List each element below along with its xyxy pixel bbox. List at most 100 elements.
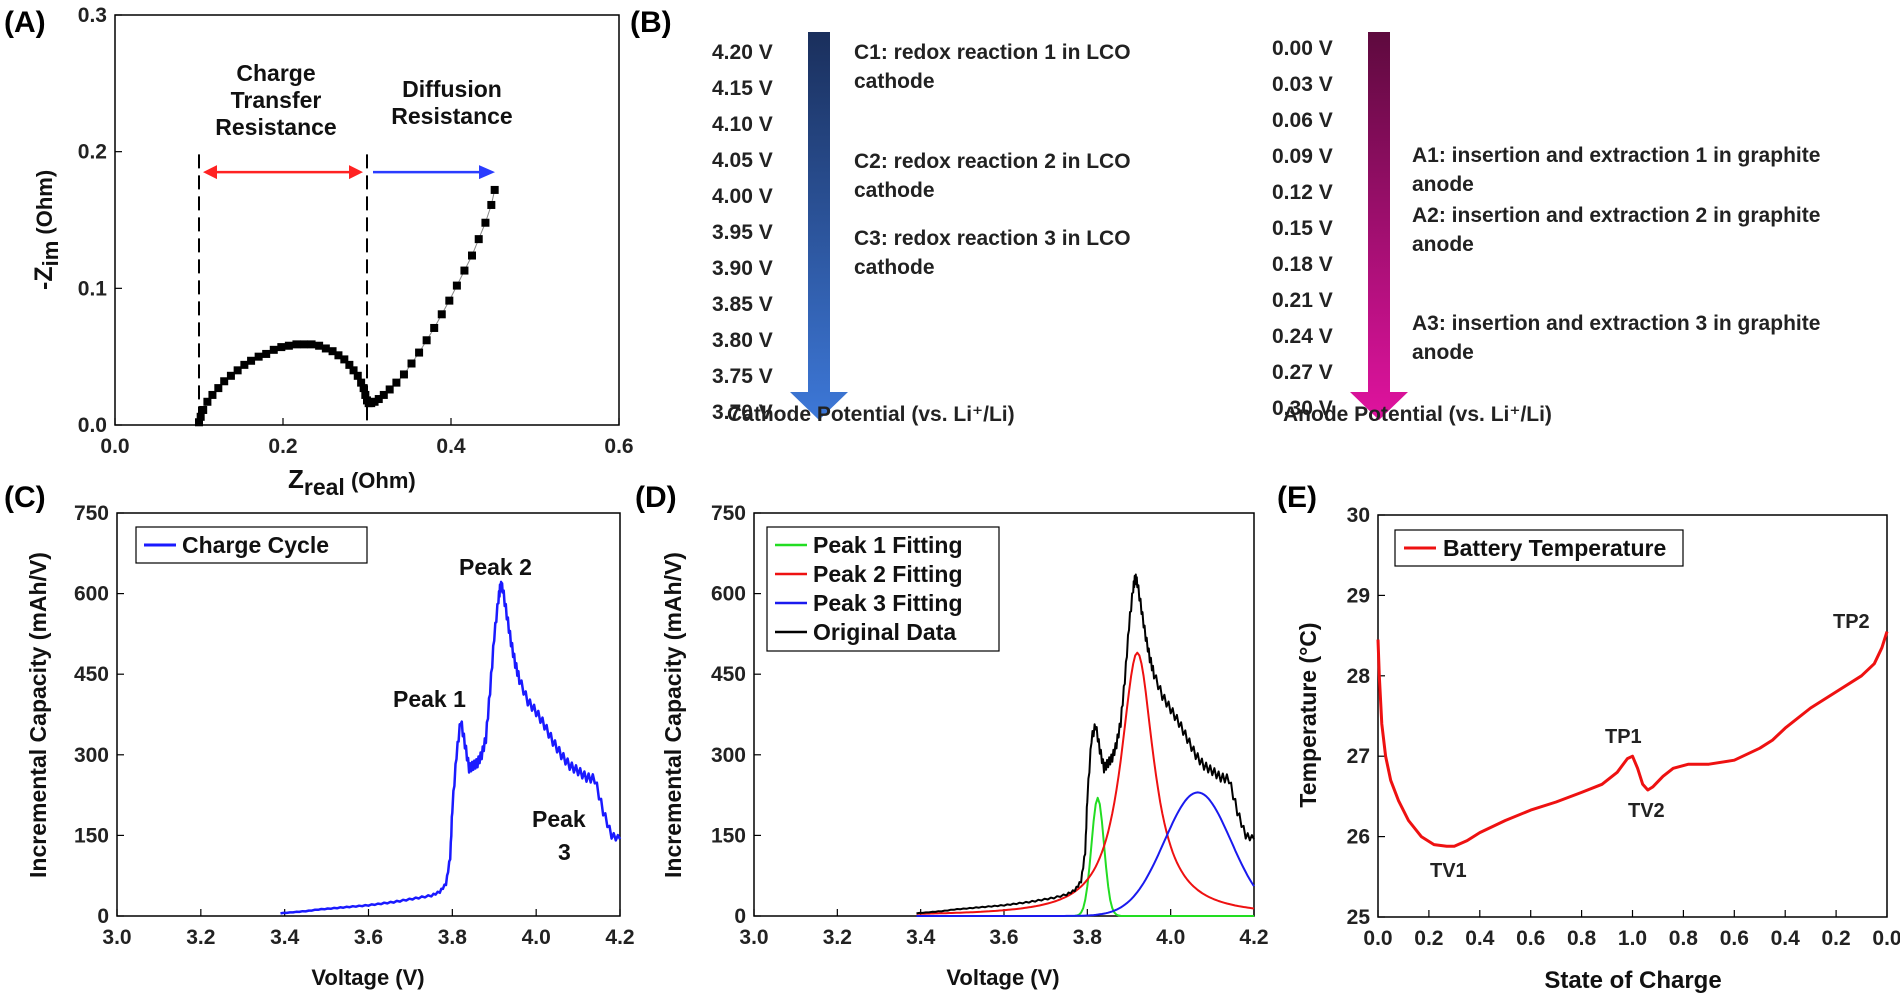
panel-a-data-point: [240, 360, 249, 369]
cathode-voltage-value: 3.85 V: [712, 293, 773, 316]
panel-e-xtick-label: 0.2: [1821, 927, 1850, 950]
panel-a-data-point: [284, 341, 293, 350]
anode-voltage-value: 0.09 V: [1272, 145, 1333, 168]
panel-a-xtick-label: 0.2: [268, 435, 297, 458]
anode-voltage-value: 0.18 V: [1272, 253, 1333, 276]
peak3-label-line1: Peak: [532, 806, 586, 832]
panel-a-data-point: [203, 397, 212, 406]
panel-e-plot-frame: [1377, 514, 1888, 918]
panel-a-data-point: [196, 412, 205, 421]
panel-d-xtick-label: 3.0: [739, 926, 768, 949]
panel-a-data-point: [345, 360, 354, 369]
panel-d-peak-fitting-chart: (D) 3.0 3.2 3.4 3.6 3.8 4.0 4.2 0 150 300 450 600 75…: [635, 481, 1269, 990]
panel-d-legend-label: Peak 1 Fitting: [813, 532, 963, 558]
panel-e-xtick-label: 0.4: [1465, 927, 1495, 950]
diffusion-arrowhead: [479, 165, 495, 180]
panel-d-axes: 3.0 3.2 3.4 3.6 3.8 4.0 4.2 0 150 300 450 600 750: [711, 502, 1269, 949]
charge-cycle-line: [280, 580, 622, 915]
panel-d-ytick-label: 600: [711, 583, 746, 606]
anode-voltage-value: 0.06 V: [1272, 109, 1333, 132]
tp1-label: TP1: [1605, 726, 1642, 748]
panel-d-xtick-label: 3.4: [906, 926, 936, 949]
panel-a-data-point: [277, 343, 286, 352]
panel-e-xtick-label: 0.0: [1872, 927, 1900, 950]
panel-c-ytick-label: 450: [74, 663, 109, 686]
panel-a-ytick-label: 0.3: [78, 4, 107, 27]
panel-a-data-point: [334, 351, 343, 360]
panel-d-series: [916, 573, 1255, 917]
panel-e-ytick-label: 28: [1347, 665, 1371, 688]
panel-d-xtick-label: 3.8: [1073, 926, 1103, 949]
anode-potential-arrow: [1350, 32, 1408, 420]
panel-a-data-point: [490, 185, 499, 194]
panel-a-data-point: [349, 366, 358, 375]
charge-transfer-arrowhead-right: [349, 165, 363, 180]
panel-e-legend: [1394, 529, 1684, 567]
panel-d-xtick-label: 3.2: [823, 926, 852, 949]
panel-e-xtick-label: 0.6: [1720, 927, 1749, 950]
panel-a-data-point: [445, 296, 454, 305]
cathode-voltage-value: 3.70 V: [712, 401, 773, 424]
panel-d-legend-label: Original Data: [813, 619, 956, 645]
panel-e-temperature-chart: (E) 0.0 0.2 0.4 0.6 0.8 1.0 0.8 0.6 0.4 0.2 0.0252…: [1277, 481, 1900, 994]
panel-d-legend-entries: Peak 1 Fitting Peak 2 Fitting Peak 3 Fitti…: [775, 532, 963, 645]
panel-a-data-point: [315, 341, 324, 350]
peak2-fitting-line: [916, 651, 1255, 915]
cathode-voltage-value: 3.75 V: [712, 365, 773, 388]
panel-c-plot-frame: [116, 512, 621, 917]
panel-d-xtick-label: 3.6: [989, 926, 1018, 949]
peak3-fitting-line: [916, 791, 1255, 917]
panel-c-series: [280, 580, 622, 915]
panel-c-ytick-label: 300: [74, 744, 109, 767]
panel-a-data-point: [262, 349, 271, 358]
panel-c-ylabel: Incremental Capacity (mAh/V): [25, 552, 51, 878]
panel-e-xtick-label: 0.6: [1516, 927, 1545, 950]
anode-voltage-value: 0.21 V: [1272, 289, 1333, 312]
cathode-potential-arrow: [790, 32, 848, 420]
panel-c-xtick-label: 3.0: [102, 926, 131, 949]
anode-note-a2-line1: A2: insertion and extraction 2 in graphi…: [1412, 204, 1820, 227]
panel-d-legend-label: Peak 3 Fitting: [813, 590, 963, 616]
anode-voltage-value: 0.30 V: [1272, 397, 1333, 420]
panel-e-ytick-label: 30: [1347, 504, 1370, 527]
panel-a-data-point: [233, 366, 242, 375]
anode-note-a3-line1: A3: insertion and extraction 3 in graphi…: [1412, 312, 1820, 335]
panel-d-ytick-label: 750: [711, 502, 746, 525]
panel-c-label: (C): [4, 481, 46, 514]
panel-e-ytick-label: 26: [1347, 826, 1370, 849]
panel-a-data-point: [415, 348, 424, 357]
peak3-label-line2: 3: [558, 839, 571, 865]
panel-c-xtick-label: 3.4: [270, 926, 300, 949]
panel-a-data-point: [379, 390, 388, 399]
panel-c-ytick-label: 750: [74, 502, 109, 525]
cathode-note-c1-line1: C1: redox reaction 1 in LCO: [854, 41, 1131, 64]
panel-e-legend-label: Battery Temperature: [1443, 535, 1666, 561]
panel-a-data-point: [254, 352, 263, 361]
tp2-label: TP2: [1833, 611, 1870, 633]
anode-voltage-list: 0.00 V 0.03 V 0.06 V 0.09 V 0.12 V 0.15 V 0.18…: [1272, 37, 1333, 420]
cathode-note-c1-line2: cathode: [854, 70, 935, 93]
panel-e-xtick-label: 0.0: [1363, 927, 1392, 950]
panel-c-xtick-label: 3.6: [354, 926, 383, 949]
panel-a-data-point: [481, 218, 490, 227]
panel-d-ytick-label: 300: [711, 744, 746, 767]
panel-c-xlabel: Voltage (V): [311, 965, 424, 990]
panel-a-region1-label-line2: Transfer: [231, 87, 322, 113]
anode-voltage-value: 0.03 V: [1272, 73, 1333, 96]
panel-a-xtick-label: 0.6: [604, 435, 633, 458]
panel-a-data-point: [385, 385, 394, 394]
panel-a-data-point: [226, 371, 235, 380]
panel-a-data-point: [269, 345, 278, 354]
panel-c-xtick-label: 3.8: [438, 926, 468, 949]
panel-a-data-point: [208, 390, 217, 399]
panel-a-region2-label-line2: Resistance: [391, 103, 512, 129]
tv1-label: TV1: [1430, 860, 1467, 882]
panel-d-ytick-label: 0: [734, 905, 746, 928]
cathode-voltage-value: 4.00 V: [712, 185, 773, 208]
panel-a-ytick-label: 0.0: [78, 414, 107, 437]
panel-a-data-point: [247, 356, 256, 365]
panel-a-xlabel: Zreal (Ohm): [288, 464, 416, 500]
battery-temperature-line: [1376, 631, 1889, 848]
panel-e-ytick-label: 25: [1347, 906, 1371, 929]
panel-c-ic-curve-chart: (C) 3.0 3.2 3.4 3.6 3.8 4.0 4.2 0 150 300 450 600 75…: [4, 481, 635, 990]
